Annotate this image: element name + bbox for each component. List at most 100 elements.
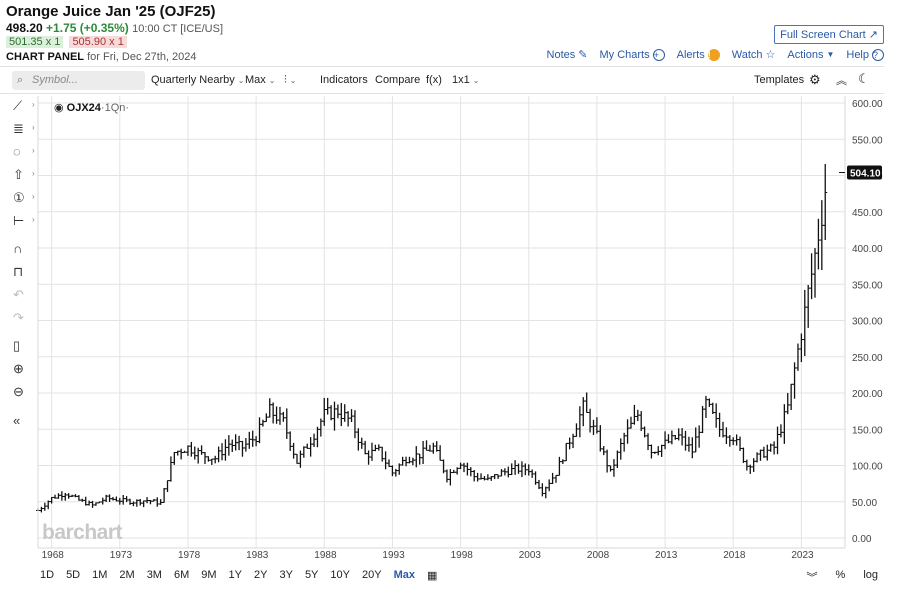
y-tick-label: 450.00 xyxy=(852,208,883,219)
gear-icon[interactable]: ⚙ xyxy=(809,72,821,87)
timeframe-bar: 1D 5D 1M 2M 3M 6M 9M 1Y 2Y 3Y 5Y 10Y 20Y Max ▦ xyxy=(40,569,449,582)
timeframe-5d[interactable]: 5D xyxy=(66,569,81,581)
magnet-icon: ∩ xyxy=(13,241,23,256)
number-circle-icon: ① xyxy=(13,190,25,205)
magnet-button[interactable]: ∩ xyxy=(8,241,38,259)
chart-grid xyxy=(38,96,845,548)
measure-icon: ⊢ xyxy=(13,213,25,228)
shape-icon: ◌ xyxy=(13,144,21,159)
timeframe-1m[interactable]: 1M xyxy=(92,569,108,581)
chart-toolbar: ⌕ Symbol... Quarterly Nearby ⌄ Max ⌄ ⫶ ⌄ In… xyxy=(0,66,884,94)
timeframe-3m[interactable]: 3M xyxy=(146,569,162,581)
eye-icon[interactable]: ◉ xyxy=(54,102,64,114)
delete-button[interactable]: ▯ xyxy=(8,338,38,356)
actions-menu[interactable]: Actions ▼ xyxy=(787,48,834,61)
ask-badge: 505.90 x 1 xyxy=(69,36,127,48)
x-tick-label: 2018 xyxy=(723,550,746,561)
zoom-in-button[interactable]: ⊕ xyxy=(8,361,38,379)
indicators-button[interactable]: Indicators xyxy=(320,74,368,86)
y-tick-label: 400.00 xyxy=(852,244,883,255)
collapse-down-icon[interactable]: ︾ xyxy=(806,572,818,584)
annotation-tool-button[interactable]: ① › xyxy=(8,190,38,208)
x-tick-label: 1973 xyxy=(110,550,133,561)
timeframe-1d[interactable]: 1D xyxy=(40,569,55,581)
timeframe-20y[interactable]: 20Y xyxy=(361,569,382,581)
chevron-right-icon: › xyxy=(32,100,35,109)
timeframe-1y[interactable]: 1Y xyxy=(228,569,242,581)
x-tick-label: 2013 xyxy=(655,550,678,561)
x-tick-label: 1998 xyxy=(451,550,474,561)
help-label: Help xyxy=(846,48,869,61)
last-price-tag xyxy=(847,165,882,180)
collapse-sidebar-button[interactable]: « xyxy=(8,413,38,431)
bar-type-icon: ⫶ xyxy=(284,74,287,86)
log-scale-button[interactable]: log xyxy=(863,569,878,581)
caret-down-icon: ▼ xyxy=(826,50,835,59)
timeframe-3y[interactable]: 3Y xyxy=(279,569,293,581)
timeframe-2y[interactable]: 2Y xyxy=(254,569,268,581)
arrow-tool-button[interactable]: ⇧ › xyxy=(8,167,38,185)
fib-tool-button[interactable]: ≣ › xyxy=(8,121,38,139)
panel-label: CHART PANEL xyxy=(6,51,85,63)
series-label: Quarterly Nearby xyxy=(151,74,235,86)
timeframe-5y[interactable]: 5Y xyxy=(304,569,319,581)
alerts-label: Alerts xyxy=(676,48,705,61)
timeframe-max[interactable]: Max xyxy=(393,569,415,581)
chart-axes: 0.00 50.00 100.00 150.00 200.00 250.00 300.00 3… xyxy=(37,96,883,561)
chevron-right-icon: › xyxy=(32,215,35,224)
chart-type-dropdown[interactable]: ⫶ ⌄ xyxy=(284,74,296,87)
bid-badge: 501.35 x 1 xyxy=(6,36,64,48)
chart-panel-label: CHART PANEL for Fri, Dec 27th, 2024 xyxy=(6,51,197,63)
dark-mode-icon[interactable]: ☾ xyxy=(858,71,870,86)
full-screen-chart-button[interactable]: Full Screen Chart ↗ xyxy=(774,25,884,44)
timeframe-10y[interactable]: 10Y xyxy=(330,569,350,581)
timeframe-9m[interactable]: 9M xyxy=(201,569,217,581)
y-tick-label: 550.00 xyxy=(852,135,883,146)
question-icon: ? xyxy=(872,48,884,61)
series-dropdown[interactable]: Quarterly Nearby ⌄ xyxy=(151,74,244,86)
alerts-link[interactable]: Alerts! xyxy=(677,48,720,61)
x-tick-label: 1983 xyxy=(246,550,269,561)
my-charts-link[interactable]: My Charts + xyxy=(599,48,665,61)
range-dropdown[interactable]: Max ⌄ xyxy=(245,74,275,86)
measure-tool-button[interactable]: ⊢ › xyxy=(8,213,38,231)
chevron-right-icon: › xyxy=(32,146,35,155)
undo-button[interactable]: ↶ xyxy=(8,287,38,305)
price-change: +1.75 (+0.35%) xyxy=(46,21,129,35)
shape-tool-button[interactable]: ◌ › xyxy=(8,144,38,162)
percent-scale-button[interactable]: % xyxy=(835,569,846,581)
watch-link[interactable]: Watch ☆ xyxy=(732,48,776,62)
undo-icon: ↶ xyxy=(13,287,24,302)
timeframe-6m[interactable]: 6M xyxy=(173,569,190,581)
y-tick-label: 0.00 xyxy=(852,534,872,545)
timeframe-2m[interactable]: 2M xyxy=(119,569,135,581)
lock-button[interactable]: ⊓ xyxy=(8,264,38,282)
collapse-icon[interactable]: ︽ xyxy=(836,75,847,87)
x-tick-label: 2003 xyxy=(519,550,542,561)
calendar-icon[interactable]: ▦ xyxy=(426,570,438,582)
chevron-right-icon: › xyxy=(32,192,35,201)
actions-label: Actions xyxy=(787,48,824,61)
y-tick-label: 600.00 xyxy=(852,99,883,110)
plus-circle-icon: + xyxy=(652,48,665,61)
layout-dropdown[interactable]: 1x1 ⌄ xyxy=(452,74,479,86)
zoom-out-button[interactable]: ⊖ xyxy=(8,384,38,402)
x-tick-label: 1993 xyxy=(382,550,405,561)
chevron-down-icon: ⌄ xyxy=(237,76,245,85)
chart-title: Orange Juice Jan '25 (OJF25) xyxy=(6,3,216,20)
double-chevron-left-icon: « xyxy=(13,413,21,428)
help-link[interactable]: Help? xyxy=(846,48,884,61)
line-tool-button[interactable]: ⟋ › xyxy=(8,98,38,116)
chevron-down-icon: ⌄ xyxy=(289,76,297,85)
list-lines-icon: ≣ xyxy=(13,121,24,136)
symbol-search-input[interactable]: ⌕ Symbol... xyxy=(12,71,145,90)
star-icon: ☆ xyxy=(765,49,776,61)
compare-button[interactable]: Compare xyxy=(375,74,421,86)
last-price: 498.20 xyxy=(6,21,43,35)
fx-button[interactable]: f(x) xyxy=(426,74,442,86)
templates-button[interactable]: Templates xyxy=(754,74,805,86)
redo-button[interactable]: ↷ xyxy=(8,310,38,328)
chevron-right-icon: › xyxy=(32,123,35,132)
notes-link[interactable]: Notes ✎ xyxy=(547,48,588,62)
